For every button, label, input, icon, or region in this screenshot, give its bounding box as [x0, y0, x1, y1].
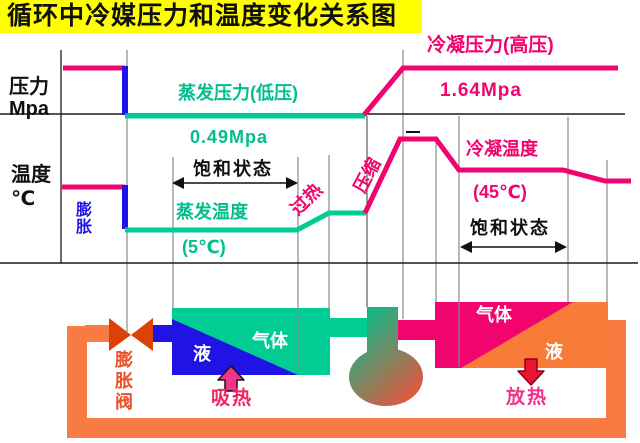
expansion-label: 膨胀: [75, 202, 92, 236]
condenser-gas-region: [435, 302, 573, 368]
temperature-axis-label: 温度 ℃: [11, 164, 51, 210]
expansion-valve-label: 膨胀阀: [115, 350, 133, 412]
condensation-pressure-value: 1.64Mpa: [440, 80, 522, 101]
evaporator-liquid-region: [172, 319, 298, 375]
evaporator-gas-label: 气体: [252, 331, 288, 351]
heat-out-arrow-icon: [517, 358, 545, 386]
heat-in-label: 吸热: [211, 388, 254, 409]
evaporation-pressure-label: 蒸发压力(低压): [178, 83, 298, 103]
pressure-axis-label: 压力 Mpa: [9, 76, 49, 120]
title-band: [0, 0, 422, 33]
compressor-bulb: [349, 348, 423, 406]
saturation-state-right-label: 饱和状态: [470, 218, 550, 238]
expansion-valve-icon: [109, 318, 153, 351]
evaporation-temperature-label: 蒸发温度: [176, 202, 248, 222]
evaporation-temperature-value: (5℃): [182, 237, 226, 257]
saturation-state-left-label: 饱和状态: [193, 159, 273, 179]
condenser-liquid-label: 液: [545, 342, 563, 362]
condensation-pressure-label: 冷凝压力(高压): [427, 35, 554, 56]
saturation-arrow-left: [172, 177, 298, 189]
valve-left-triangle: [109, 318, 131, 351]
pipe-bottom: [67, 418, 626, 438]
heat-out-label: 放热: [506, 387, 549, 408]
valve-right-triangle: [131, 318, 153, 351]
evaporator-liquid-label: 液: [193, 344, 211, 364]
pressure-high-right-line: [362, 65, 618, 117]
heat-in-arrow-icon: [217, 365, 245, 392]
saturation-arrow-right: [460, 241, 567, 253]
evaporator-shape: [172, 308, 330, 375]
temperature-high-right-line: [362, 136, 631, 215]
pipe-compressor-to-condenser: [396, 320, 437, 340]
temperature-low-line: [125, 210, 366, 233]
condensation-temperature-label: 冷凝温度: [466, 139, 538, 159]
page-title: 循环中冷媒压力和温度变化关系图: [7, 2, 398, 30]
pipe-valve-to-evaporator: [150, 325, 175, 342]
condenser-shape: [435, 302, 608, 368]
pipe-evaporator-to-compressor: [330, 318, 370, 337]
condenser-gas-label: 气体: [476, 305, 512, 325]
pipe-loop: [67, 320, 626, 438]
condensation-temperature-value: (45℃): [473, 182, 527, 202]
pipe-valve-feed: [85, 325, 111, 342]
evaporation-pressure-value: 0.49Mpa: [190, 127, 269, 147]
pipe-right: [606, 320, 626, 438]
compressor-shape: [349, 307, 423, 406]
pipe-left: [67, 326, 87, 438]
